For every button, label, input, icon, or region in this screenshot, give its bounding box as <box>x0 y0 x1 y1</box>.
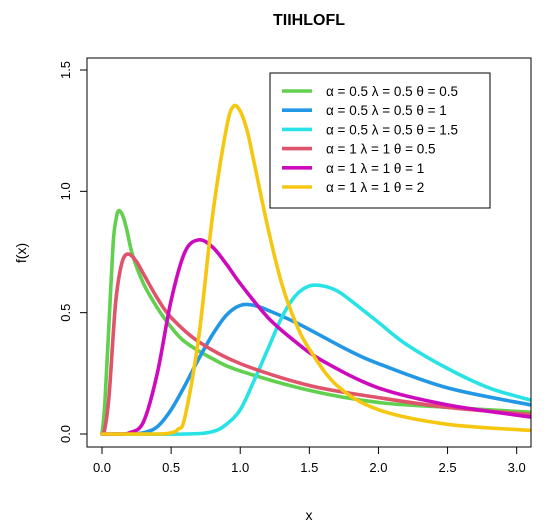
legend: α = 0.5 λ = 0.5 θ = 0.5 α = 0.5 λ = 0.5 θ… <box>269 72 491 209</box>
series-line-3 <box>100 283 531 436</box>
y-axis: 0.0 0.5 1.0 1.5 <box>58 61 88 443</box>
legend-label: α = 0.5 λ = 0.5 θ = 1.5 <box>326 122 458 137</box>
y-tick-label: 1.5 <box>58 61 73 79</box>
y-axis-label: f(x) <box>13 243 29 263</box>
legend-label: α = 1 λ = 1 θ = 0.5 <box>326 142 436 157</box>
x-tick-label: 0.5 <box>162 460 180 475</box>
chart-title: TIIHLOFL <box>273 12 345 29</box>
x-tick-label: 2.0 <box>369 460 387 475</box>
y-tick-label: 1.0 <box>58 182 73 200</box>
series-line-2 <box>100 302 531 436</box>
plot-frame <box>86 57 532 448</box>
series-line-4 <box>100 252 531 436</box>
x-axis-label: x <box>306 507 313 523</box>
y-tick-label: 0.5 <box>58 304 73 322</box>
series-line-6 <box>100 103 531 436</box>
x-tick-label: 1.0 <box>231 460 249 475</box>
x-tick-label: 0.0 <box>93 460 111 475</box>
plot-lines <box>100 103 531 436</box>
series-line-5 <box>100 237 531 436</box>
x-tick-label: 2.5 <box>439 460 457 475</box>
legend-label: α = 0.5 λ = 0.5 θ = 1 <box>326 103 447 118</box>
x-tick-label: 3.0 <box>508 460 526 475</box>
legend-label: α = 1 λ = 1 θ = 2 <box>326 180 424 195</box>
y-tick-label: 0.0 <box>58 425 73 443</box>
legend-label: α = 1 λ = 1 θ = 1 <box>326 161 424 176</box>
series-line-1 <box>100 208 531 436</box>
x-tick-label: 1.5 <box>300 460 318 475</box>
legend-label: α = 0.5 λ = 0.5 θ = 0.5 <box>326 84 458 99</box>
x-axis: 0.0 0.5 1.0 1.5 2.0 2.5 3.0 <box>93 446 526 475</box>
